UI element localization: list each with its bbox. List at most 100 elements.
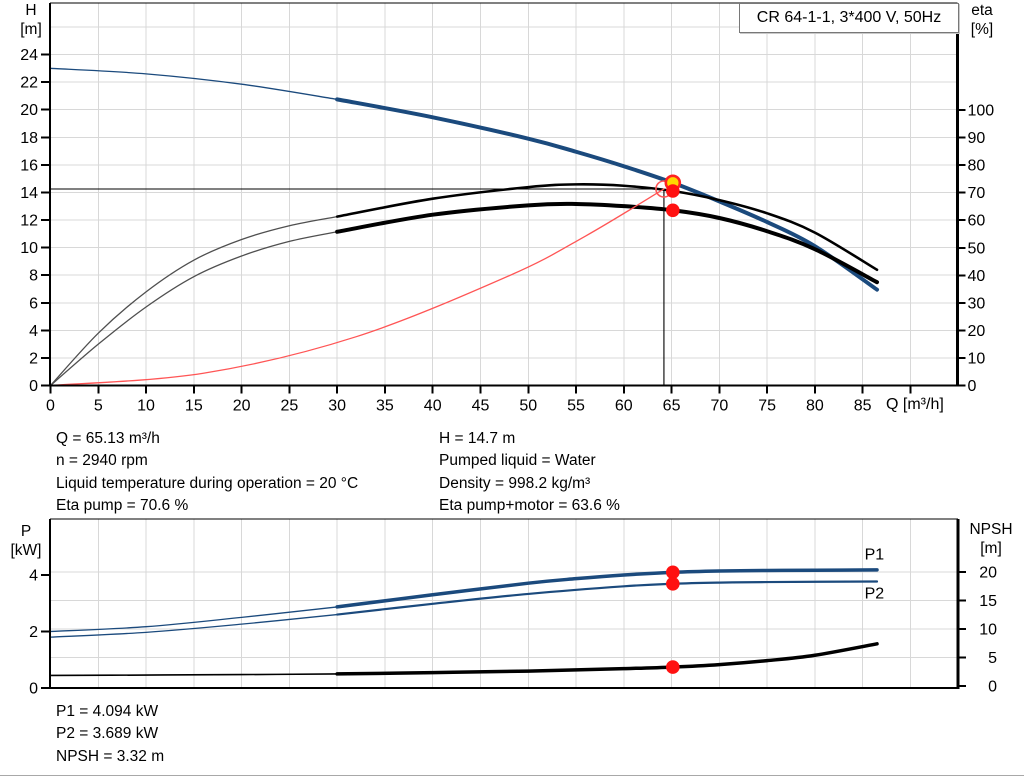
x-tick-label: 20 <box>233 398 251 415</box>
y-right-tick-label: 30 <box>968 295 986 312</box>
duty-point-npsh-marker <box>666 660 680 674</box>
y-right-tick-label: 90 <box>968 130 986 147</box>
info-line: n = 2940 rpm <box>56 452 148 470</box>
x-tick-label: 10 <box>137 398 155 415</box>
info-line: Q = 65.13 m³/h <box>56 430 160 447</box>
eta-pump-motor-curve-low-q <box>49 231 338 387</box>
power-npsh-chart: 0 2 4 0 5 10 15 20 P1 P2 <box>29 518 997 698</box>
y-right-tick-label: 100 <box>968 103 995 120</box>
x-tick-label: 50 <box>519 398 537 415</box>
y-left-tick-label: 20 <box>20 102 38 119</box>
p1-curve-label: P1 <box>865 547 885 564</box>
x-tick-label: 5 <box>94 398 103 415</box>
tick-labels: 0 2 4 0 5 10 15 20 <box>29 565 997 698</box>
y-right-tick-label: 10 <box>979 622 997 639</box>
p1-curve-low-q <box>49 606 338 633</box>
duty-markers <box>666 565 680 674</box>
y-left-tick-label: 0 <box>29 378 38 395</box>
info-line: Pumped liquid = Water <box>439 452 596 470</box>
y-right-tick-label: 80 <box>968 158 986 175</box>
y-left-tick-label: 24 <box>20 47 38 64</box>
system-curve <box>49 188 665 387</box>
y-left-tick-label: 4 <box>29 568 38 585</box>
info-line: Liquid temperature during operation = 20… <box>56 474 359 492</box>
npsh-curve-low-q <box>49 673 338 677</box>
axes <box>41 2 966 394</box>
x-tick-label: 60 <box>615 398 633 415</box>
y-right-tick-label: 0 <box>988 679 997 696</box>
x-tick-label: 75 <box>758 398 776 415</box>
x-tick-label: 40 <box>424 398 442 415</box>
y-right-tick-label: 40 <box>968 268 986 285</box>
x-tick-label: 25 <box>280 398 298 415</box>
y-right-tick-label: 10 <box>968 350 986 367</box>
x-tick-label: 85 <box>854 398 872 415</box>
eta-pump-curve-low-q <box>49 215 338 387</box>
npsh-curve <box>335 642 879 676</box>
h-curve-low-q <box>49 67 338 101</box>
x-tick-label: 35 <box>376 398 394 415</box>
info-line: H = 14.7 m <box>439 430 516 447</box>
info-line: P1 = 4.094 kW <box>56 703 159 720</box>
q-axis-title: Q [m³/h] <box>886 396 944 413</box>
y-right-tick-label: 60 <box>968 213 986 230</box>
y-right-tick-label: 20 <box>968 323 986 340</box>
duty-markers <box>655 174 682 218</box>
tick-labels: 0246810121416182022240102030405060708090… <box>20 47 994 414</box>
y-left-tick-label: 6 <box>29 295 38 312</box>
pump-title-box: CR 64-1-1, 3*400 V, 50Hz <box>739 3 959 33</box>
duty-crosshair <box>50 188 665 386</box>
power-info-block: P1 = 4.094 kW P2 = 3.689 kW NPSH = 3.32 … <box>56 701 164 768</box>
y-right-tick-label: 70 <box>968 185 986 202</box>
y-left-tick-label: 4 <box>29 323 38 340</box>
x-tick-label: 15 <box>185 398 203 415</box>
npsh-axis-title: NPSH [m] <box>969 521 1013 557</box>
duty-point-p1-marker <box>666 565 680 580</box>
y-left-tick-label: 14 <box>20 185 38 202</box>
y-right-tick-label: 15 <box>979 593 997 610</box>
p2-curve-label: P2 <box>865 585 885 602</box>
hq-eta-chart: 0246810121416182022240102030405060708090… <box>20 2 994 415</box>
y-left-tick-label: 2 <box>29 624 38 641</box>
x-tick-label: 55 <box>567 398 585 415</box>
y-left-tick-label: 12 <box>20 213 38 230</box>
x-tick-label: 45 <box>472 398 490 415</box>
info-line: P2 = 3.689 kW <box>56 725 159 743</box>
h-curve <box>335 97 880 292</box>
x-tick-label: 30 <box>328 398 346 415</box>
info-line: Eta pump = 70.6 % <box>56 497 189 515</box>
x-tick-label: 80 <box>806 398 824 415</box>
y-left-tick-label: 8 <box>29 268 38 285</box>
p2-curve-low-q <box>49 613 338 638</box>
info-line: NPSH = 3.32 m <box>56 747 165 765</box>
eta-pump-curve <box>335 183 879 272</box>
duty-point-p2-marker <box>666 576 680 591</box>
pump-title-text: CR 64-1-1, 3*400 V, 50Hz <box>756 9 942 26</box>
y-right-tick-label: 5 <box>988 650 997 667</box>
info-line: Eta pump+motor = 63.6 % <box>439 497 620 515</box>
y-right-tick-label: 20 <box>979 565 997 582</box>
y-left-tick-label: 10 <box>20 240 38 257</box>
y-right-tick-label: 50 <box>968 240 986 257</box>
duty-point-eta-pump-marker <box>666 184 680 198</box>
x-tick-label: 65 <box>663 398 681 415</box>
x-tick-label: 70 <box>710 398 728 415</box>
bottom-divider-line <box>0 775 1024 776</box>
y-left-tick-label: 18 <box>20 130 38 147</box>
duty-info-left: Q = 65.13 m³/h n = 2940 rpm Liquid tempe… <box>56 428 358 518</box>
info-line: Density = 998.2 kg/m³ <box>439 474 591 492</box>
gridlines <box>50 3 958 386</box>
eta-pump-motor-curve <box>335 201 880 285</box>
y-right-tick-label: 0 <box>968 378 977 395</box>
p1-curve <box>335 568 879 609</box>
y-left-tick-label: 16 <box>20 157 38 174</box>
h-axis-title: H [m] <box>20 2 42 38</box>
y-left-tick-label: 2 <box>29 350 38 367</box>
axes <box>41 518 966 690</box>
y-left-tick-label: 0 <box>29 681 38 698</box>
gridlines <box>50 519 958 688</box>
x-tick-label: 0 <box>46 398 55 415</box>
y-left-tick-label: 22 <box>20 75 38 92</box>
